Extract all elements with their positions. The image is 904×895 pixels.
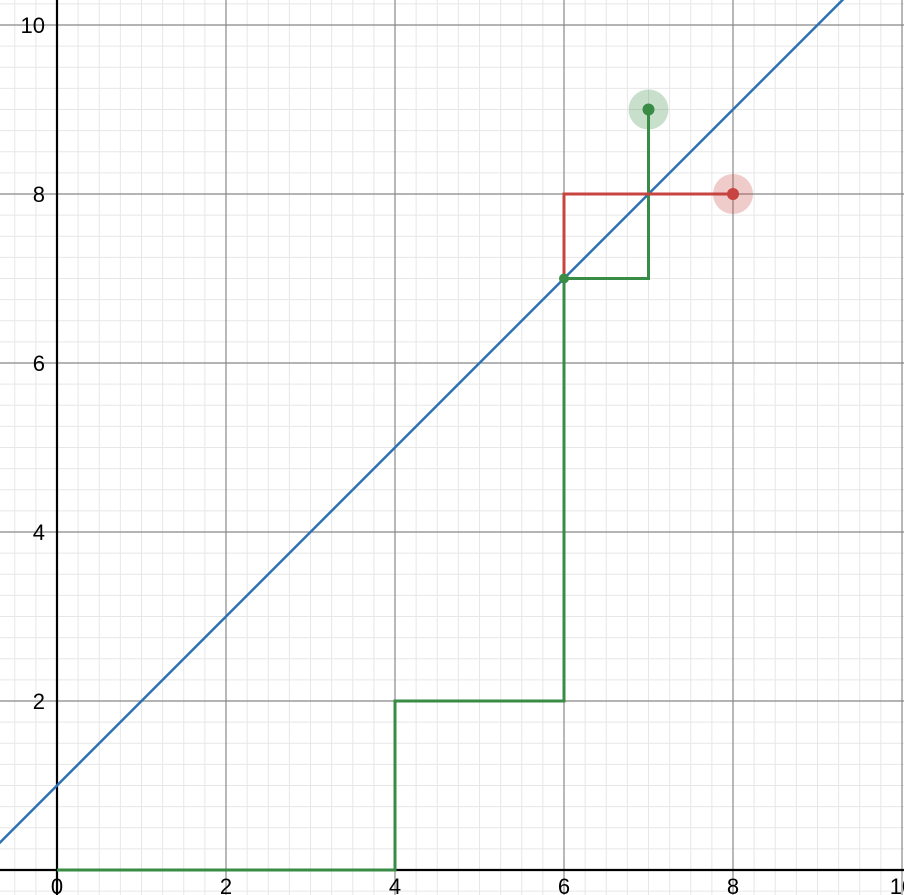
coordinate-plot[interactable]: 0 2 4 6 8 10 2 4 6 8 10 — [0, 0, 904, 895]
x-tick-label: 2 — [220, 874, 232, 895]
x-tick-label: 4 — [389, 874, 401, 895]
data-point-0[interactable] — [559, 274, 569, 284]
y-tick-label: 2 — [33, 689, 45, 714]
data-point-1[interactable] — [643, 104, 655, 116]
x-tick-label: 10 — [890, 874, 904, 895]
y-tick-label: 6 — [33, 351, 45, 376]
x-tick-label: 6 — [558, 874, 570, 895]
data-point-2[interactable] — [727, 188, 739, 200]
y-tick-label: 10 — [21, 13, 45, 38]
x-tick-label: 0 — [51, 874, 63, 895]
y-tick-label: 8 — [33, 182, 45, 207]
y-tick-label: 4 — [33, 520, 45, 545]
x-tick-label: 8 — [727, 874, 739, 895]
